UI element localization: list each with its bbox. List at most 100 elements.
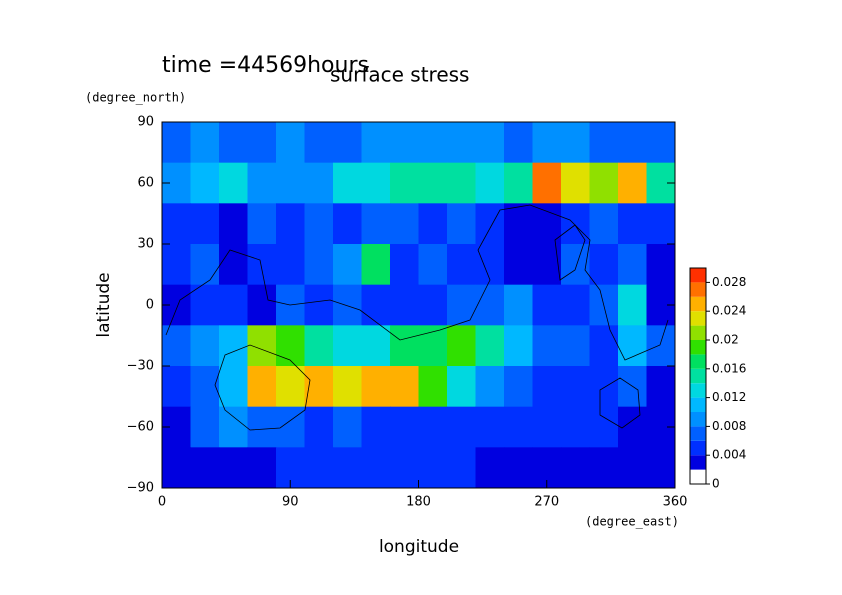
cell: [475, 203, 505, 245]
colorbar-tick-label: 0.004: [712, 448, 746, 462]
cell: [304, 122, 334, 164]
cell: [247, 203, 277, 245]
cell: [618, 244, 647, 286]
cell: [646, 244, 676, 286]
cell: [390, 162, 419, 204]
cell: [532, 325, 562, 367]
cell: [561, 325, 590, 367]
cell: [219, 203, 248, 245]
colorbar-band: [690, 354, 706, 369]
cell: [532, 162, 562, 204]
cell: [333, 122, 362, 164]
colorbar-band: [690, 282, 706, 297]
cell: [190, 325, 220, 367]
cell: [361, 203, 391, 245]
cell: [247, 244, 277, 286]
cell: [589, 162, 619, 204]
cell: [304, 406, 334, 448]
colorbar-band: [690, 397, 706, 412]
cell: [646, 366, 676, 408]
cell: [190, 366, 220, 408]
cell: [447, 203, 476, 245]
colorbar-band: [690, 340, 706, 355]
cell: [162, 203, 191, 245]
cell: [361, 244, 391, 286]
cell: [190, 122, 220, 164]
cell: [418, 406, 448, 448]
cell: [333, 406, 362, 448]
cell: [390, 203, 419, 245]
colorbar-band: [690, 325, 706, 340]
cell: [475, 162, 505, 204]
cell: [219, 162, 248, 204]
cell: [646, 122, 676, 164]
x-tick-label: 270: [534, 495, 559, 510]
cell: [504, 284, 533, 326]
cell: [361, 122, 391, 164]
cell: [646, 325, 676, 367]
cell: [190, 162, 220, 204]
cell: [361, 162, 391, 204]
cell: [475, 122, 505, 164]
cell: [390, 325, 419, 367]
y-axis-label: latitude: [94, 272, 114, 337]
cell: [504, 325, 533, 367]
cell: [276, 203, 305, 245]
cell: [447, 122, 476, 164]
cell: [304, 244, 334, 286]
cell: [333, 325, 362, 367]
cell: [162, 325, 191, 367]
cell: [589, 325, 619, 367]
cell: [618, 122, 647, 164]
y-tick-label: 0: [146, 298, 154, 313]
cell: [304, 447, 334, 489]
cell: [646, 447, 676, 489]
cell: [504, 162, 533, 204]
y-tick-label: 90: [137, 115, 154, 130]
colorbar-band: [690, 268, 706, 283]
cell: [219, 284, 248, 326]
colorbar-tick-label: 0.024: [712, 304, 746, 318]
cell: [589, 447, 619, 489]
cell: [618, 325, 647, 367]
cell: [447, 447, 476, 489]
coastline: [214, 344, 311, 431]
cell: [532, 203, 562, 245]
cell: [618, 447, 647, 489]
cell: [247, 406, 277, 448]
cell: [447, 325, 476, 367]
cell: [447, 244, 476, 286]
colorbar-band: [690, 455, 706, 470]
cell: [333, 447, 362, 489]
colorbar-band: [690, 368, 706, 384]
cell: [418, 162, 448, 204]
cell: [247, 284, 277, 326]
cell: [589, 244, 619, 286]
cells: [162, 122, 676, 489]
chart-title: surface stress: [330, 63, 469, 87]
cell: [504, 122, 533, 164]
y-tick-label: 30: [137, 237, 154, 252]
colorbar-frame: [689, 267, 707, 485]
colorbar-tick-label: 0.012: [712, 390, 746, 404]
cell: [532, 366, 562, 408]
cell: [618, 284, 647, 326]
cell: [618, 203, 647, 245]
cell: [561, 284, 590, 326]
coastline: [165, 204, 669, 361]
x-tick-label: 0: [158, 495, 166, 510]
cell: [333, 284, 362, 326]
cell: [561, 122, 590, 164]
cell: [219, 406, 248, 448]
cell: [418, 244, 448, 286]
x-tick-label: 180: [406, 495, 431, 510]
cell: [447, 284, 476, 326]
x-tick-label: 360: [663, 495, 688, 510]
cell: [390, 284, 419, 326]
cell: [504, 244, 533, 286]
colorbar-band: [690, 469, 706, 484]
colorbar-tick-label: 0.02: [712, 333, 739, 347]
cell: [418, 284, 448, 326]
coastline: [554, 224, 586, 281]
cell: [190, 406, 220, 448]
